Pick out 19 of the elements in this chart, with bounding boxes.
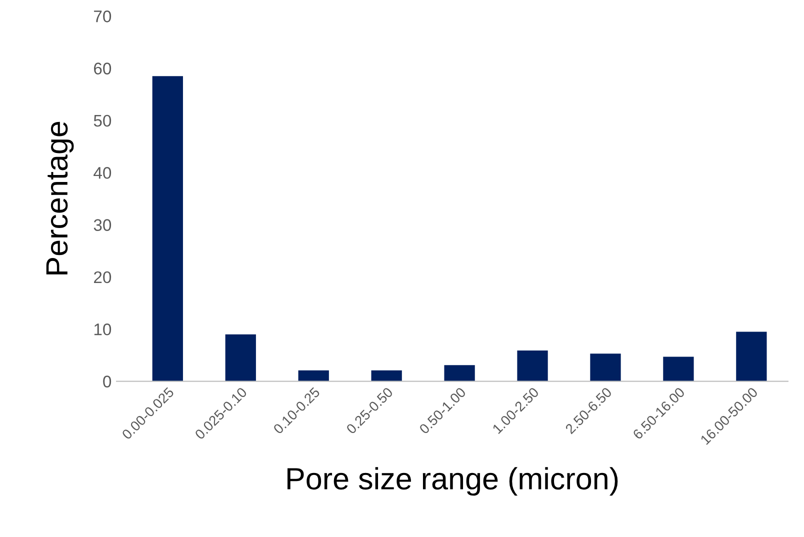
y-tick-label: 30 [94, 219, 112, 231]
bar [444, 365, 475, 382]
bar [663, 356, 694, 382]
y-tick-label: 70 [94, 10, 112, 22]
y-tick-label: 60 [94, 62, 112, 74]
x-axis-title: Pore size range (micron) [288, 467, 618, 496]
y-tick-label: 50 [94, 114, 112, 127]
bar [736, 332, 767, 382]
y-tick-label: 10 [94, 324, 112, 336]
y-tick-label: 40 [94, 167, 112, 179]
bar [298, 370, 329, 382]
bar [225, 334, 256, 382]
bar [371, 370, 402, 382]
y-axis-title: Percentage [46, 122, 74, 274]
bar [517, 350, 548, 382]
y-tick-label: 0 [103, 376, 112, 388]
bar [590, 354, 621, 382]
y-tick-label: 20 [94, 271, 112, 284]
bar [152, 76, 183, 382]
